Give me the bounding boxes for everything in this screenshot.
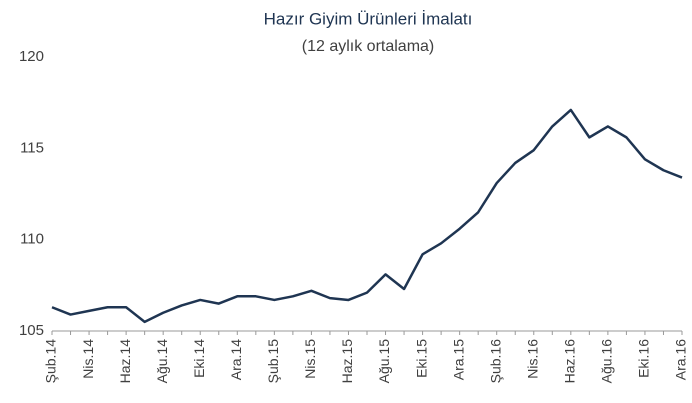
x-tick-label: Nis.15 [302, 339, 318, 379]
x-tick-label: Ağu.16 [599, 339, 615, 384]
x-tick-label: Şub.15 [265, 339, 281, 384]
x-tick-label: Nis.16 [524, 339, 540, 379]
x-tick-label: Haz.15 [339, 339, 355, 384]
x-tick-label: Ara.15 [450, 339, 466, 380]
y-tick-label: 105 [19, 322, 44, 339]
x-tick-label: Haz.16 [562, 339, 578, 384]
y-tick-label: 115 [20, 139, 44, 156]
line [51, 108, 683, 324]
chart-title: Hazır Giyim Ürünleri İmalatı [264, 9, 473, 28]
x-tick-label: Şub.14 [43, 339, 59, 384]
x-tick-label: Şub.16 [487, 339, 503, 384]
x-tick-label: Eki.14 [191, 339, 207, 378]
x-tick-label: Ara.14 [228, 339, 244, 380]
x-tick-label: Ara.16 [673, 339, 689, 380]
y-tick-label: 120 [19, 48, 44, 65]
x-tick-label: Ağu.14 [154, 339, 170, 384]
x-tick-label: Eki.16 [636, 339, 652, 378]
x-tick-label: Nis.14 [80, 339, 96, 379]
x-tick-label: Ağu.15 [376, 339, 392, 384]
x-tick-label: Haz.14 [117, 339, 133, 384]
chart-subtitle: (12 aylık ortalama) [302, 38, 435, 55]
x-tick-label: Eki.15 [413, 339, 429, 378]
y-tick-label: 110 [20, 231, 44, 248]
